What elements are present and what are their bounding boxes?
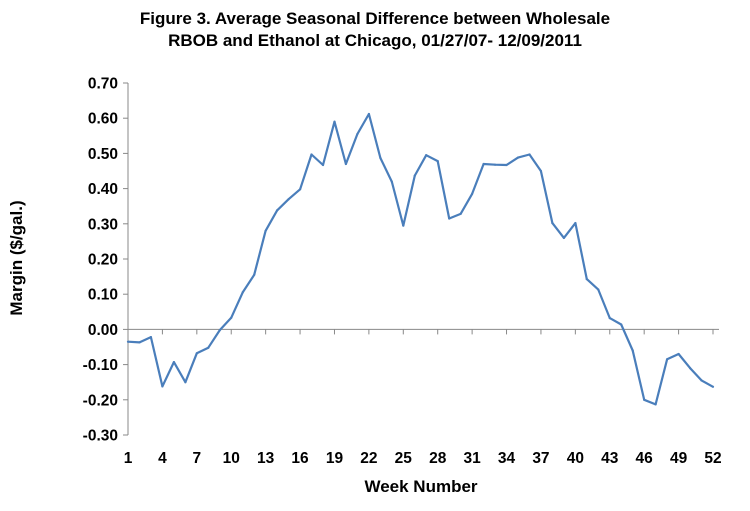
data-point [344,162,347,166]
x-tick-label: 13 [257,450,275,467]
data-point [161,385,164,388]
y-tick-label: -0.20 [83,392,118,409]
data-point [631,349,634,352]
y-tick-label: 0.40 [88,181,118,198]
y-tick-label: 0.30 [88,216,118,233]
data-point [367,112,370,116]
data-point [562,236,566,239]
data-point [700,379,703,382]
x-tick-label: 52 [704,450,721,467]
data-point [172,361,175,364]
y-tick-label: 0.60 [88,111,118,128]
y-tick-label: 0.50 [88,146,118,163]
data-point [138,341,141,344]
x-tick-label: 49 [670,450,688,467]
chart-title-line-2: RBOB and Ethanol at Chicago, 01/27/07- 1… [168,31,582,50]
data-point [471,192,474,195]
y-tick-label: -0.10 [83,357,118,374]
data-point [689,367,692,370]
data-point [585,278,588,281]
data-point [711,385,715,388]
data-point [333,120,336,123]
data-point [482,162,485,166]
data-point [287,198,290,201]
x-tick-label: 34 [498,450,516,467]
data-point [528,153,531,156]
data-point [677,352,680,356]
data-point [218,329,221,332]
x-tick-label: 10 [223,450,240,467]
data-point [253,273,256,276]
data-point [643,398,646,401]
data-point [321,163,325,167]
x-tick-label: 37 [532,450,549,467]
y-tick-label: 0.20 [88,252,118,269]
data-point [207,346,210,349]
y-tick-label: -0.30 [83,428,118,445]
x-tick-label: 43 [601,450,619,467]
data-point [551,222,554,225]
data-point [149,336,152,339]
data-point [310,153,313,156]
data-point [436,160,439,163]
y-axis-ticks: 0.70 0.60 0.50 0.40 0.30 0.20 0.10 0.00 -0.10 -0.… [83,76,128,445]
data-point [597,288,600,291]
y-tick-label: 0.70 [88,76,118,93]
data-point [390,180,393,183]
x-tick-label: 22 [360,450,377,467]
x-tick-label: 46 [636,450,654,467]
data-point [402,224,405,227]
series-points [126,112,715,406]
data-point [126,340,130,343]
chart-title-line-1: Figure 3. Average Seasonal Difference be… [140,9,610,28]
data-point [666,358,669,361]
data-point [241,291,244,294]
data-point [459,212,462,215]
data-point [620,323,623,326]
data-point [608,317,611,320]
x-tick-label: 40 [567,450,584,467]
data-point [299,188,302,191]
data-point [505,163,508,167]
data-point [413,174,416,177]
data-point [654,403,657,406]
data-point [574,222,577,225]
data-point [539,169,543,173]
x-tick-label: 25 [395,450,413,467]
x-tick-label: 31 [463,450,481,467]
data-point [425,154,428,157]
x-tick-label: 19 [326,450,344,467]
x-tick-label: 1 [124,450,133,467]
y-tick-label: 0.10 [88,287,118,304]
y-axis-label: Margin ($/gal.) [7,200,26,315]
data-point [195,352,198,355]
series-line [127,112,714,406]
data-point [264,229,267,232]
data-point [516,156,520,159]
data-point [448,217,451,220]
y-tick-label: 0.00 [88,322,118,339]
data-point [356,132,359,136]
x-tick-label: 28 [429,450,447,467]
data-point [184,381,187,384]
x-axis-ticks: 1 4 7 10 13 16 19 22 25 28 31 34 37 40 43 46 49 52 [124,329,722,467]
data-point [379,156,382,160]
x-tick-label: 4 [158,450,167,467]
x-tick-label: 7 [193,450,202,467]
x-axis-label: Week Number [364,477,477,496]
data-point [494,163,497,166]
data-point [276,209,279,212]
x-tick-label: 16 [291,450,309,467]
data-point [230,316,233,319]
